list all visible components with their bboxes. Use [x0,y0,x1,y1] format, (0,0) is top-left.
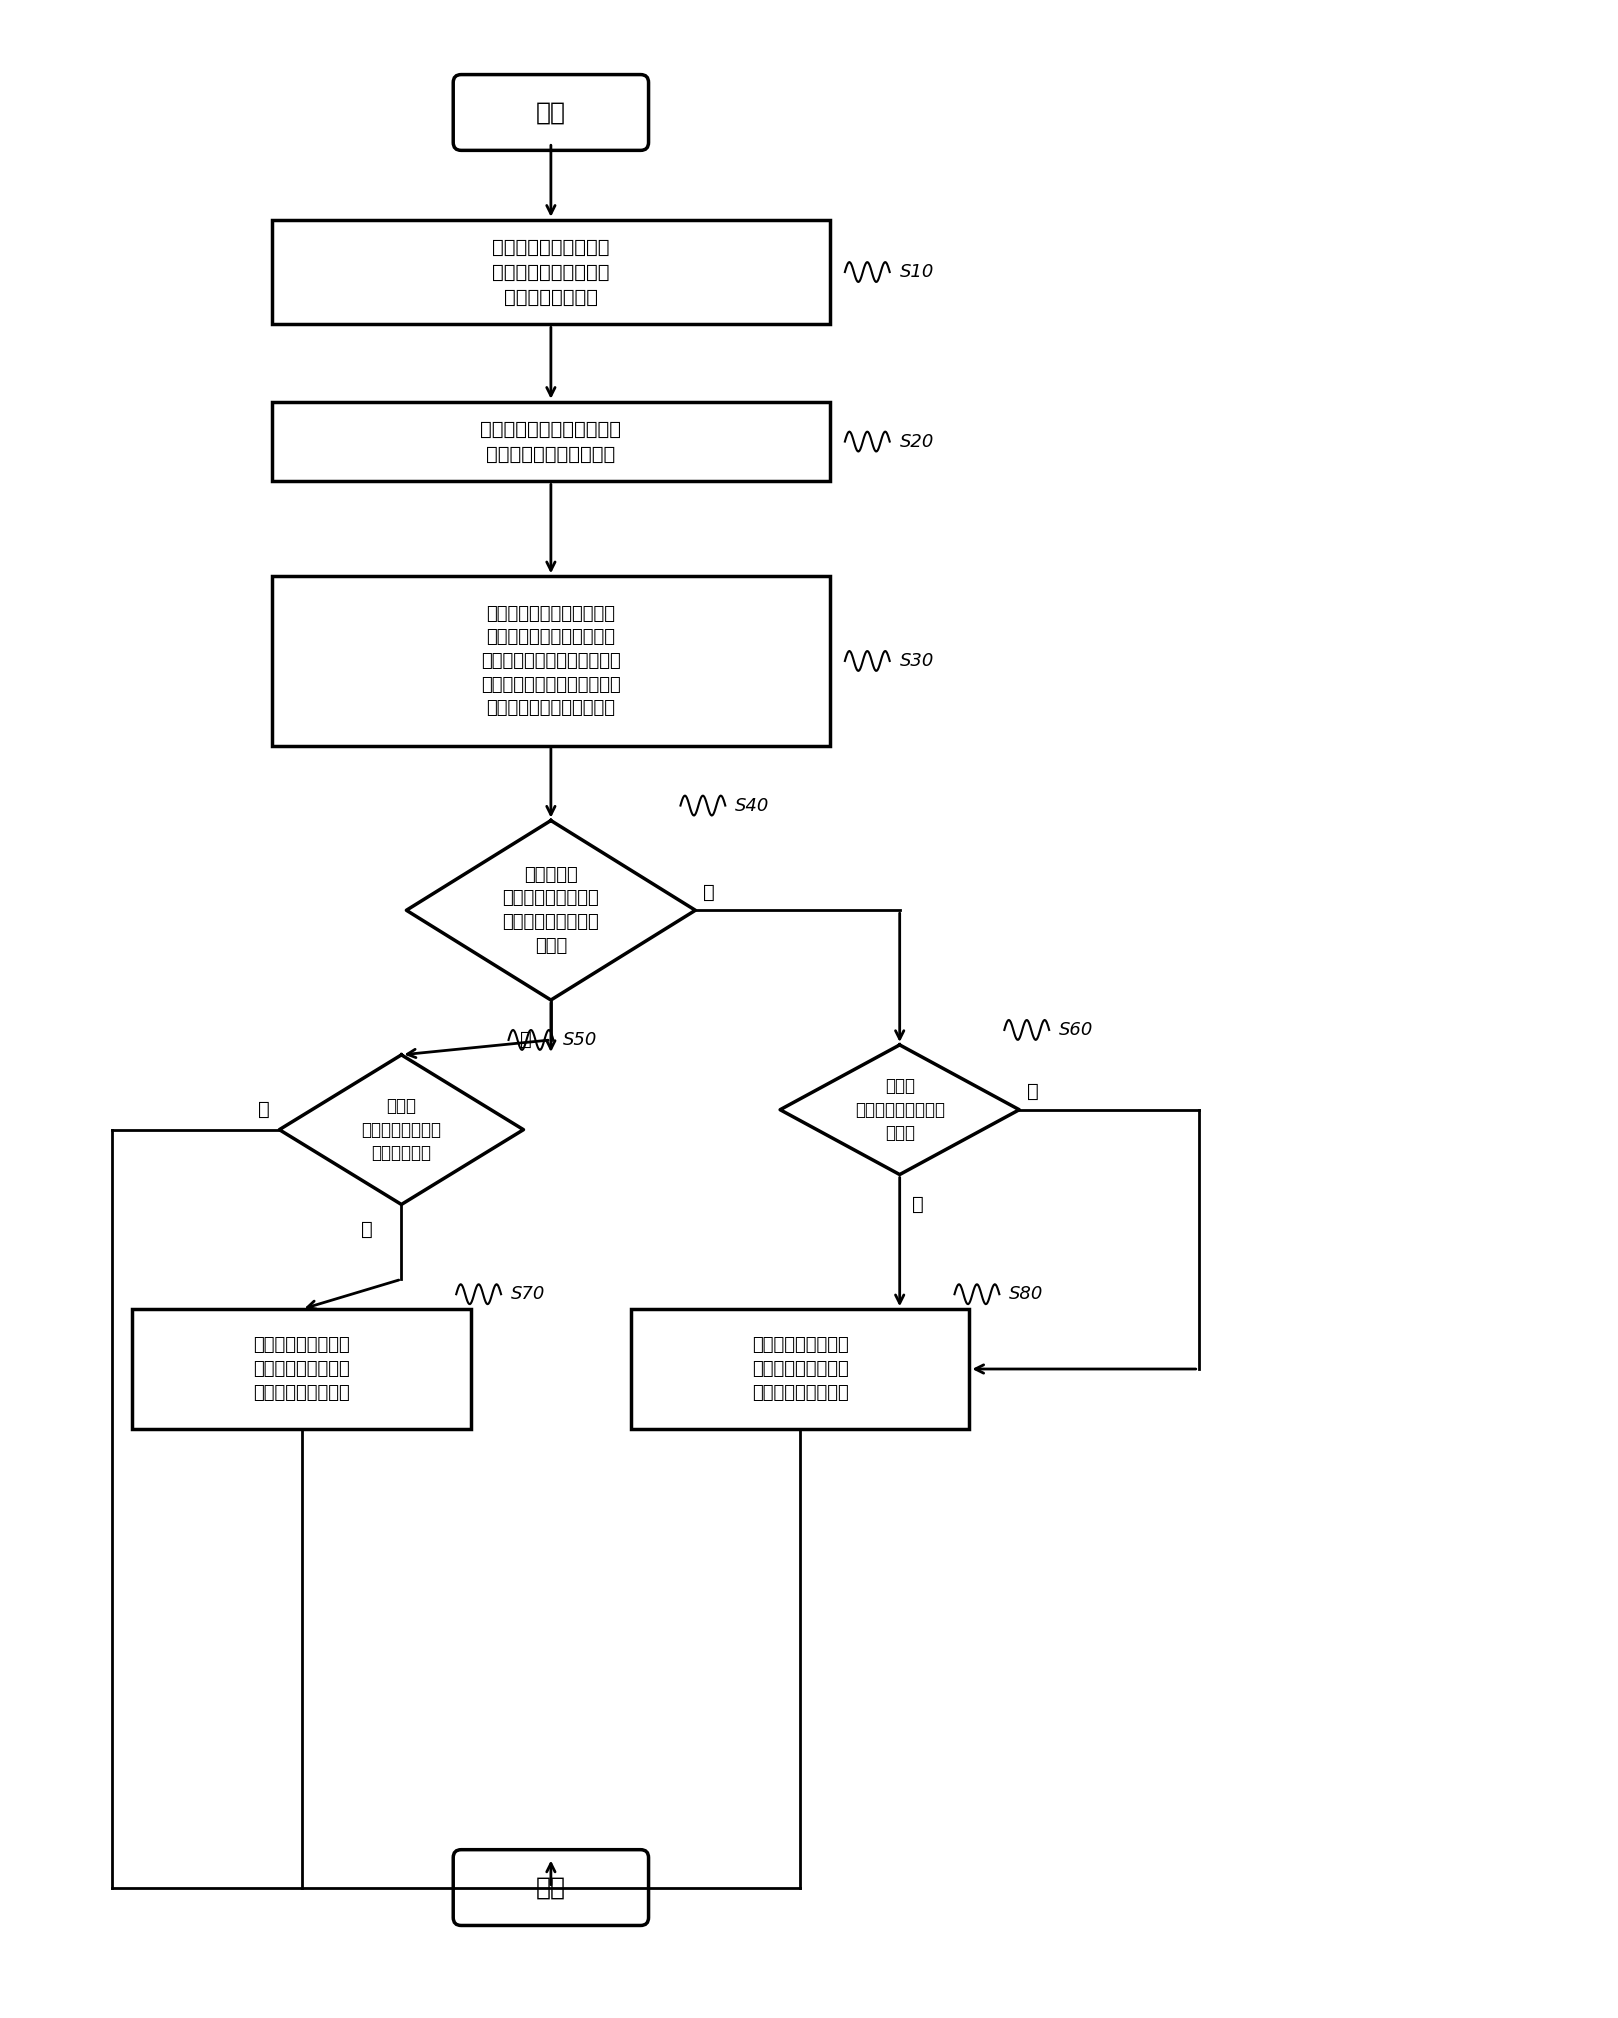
Polygon shape [280,1055,524,1205]
Text: 向该功能模块传送一
功能激活指令，同时
更改该功能状态旗标: 向该功能模块传送一 功能激活指令，同时 更改该功能状态旗标 [254,1336,349,1403]
Text: S10: S10 [900,262,934,281]
Text: 是: 是 [519,1031,532,1049]
Text: S30: S30 [900,652,934,670]
Text: 是: 是 [911,1195,924,1215]
Text: 判断所检测
的各功能模块的状态
是否是所需的功能模
块状态: 判断所检测 的各功能模块的状态 是否是所需的功能模 块状态 [503,866,599,955]
Text: 否: 否 [361,1221,372,1239]
Text: 是: 是 [257,1100,269,1120]
Text: S50: S50 [563,1031,597,1049]
Text: 开始: 开始 [536,101,566,125]
Text: 否: 否 [1027,1082,1039,1102]
Bar [133,1310,471,1429]
Bar [272,577,830,747]
Text: 再判断
所需的功能模块是否
未执行: 再判断 所需的功能模块是否 未执行 [854,1078,945,1142]
Text: 结束: 结束 [536,1875,566,1899]
Text: S80: S80 [1010,1285,1044,1304]
Bar [272,220,830,325]
Bar [631,1310,969,1429]
Text: 在一基本输入输出系统自我
开机检测的同时，向该功能
状态旗标发出该功能状态指令
的信号，检测各功能模块目前
处于执行中或未执行的状态: 在一基本输入输出系统自我 开机检测的同时，向该功能 状态旗标发出该功能状态指令 … [481,605,621,716]
Polygon shape [780,1045,1019,1174]
FancyBboxPatch shape [453,1851,649,1925]
Text: 否: 否 [704,882,715,902]
FancyBboxPatch shape [453,75,649,151]
Text: S70: S70 [511,1285,545,1304]
Bar [272,402,830,482]
Text: S20: S20 [900,432,934,450]
Text: 各功能予以模块化，并
在各模块化的功能中均
设一功能状态旗标: 各功能予以模块化，并 在各模块化的功能中均 设一功能状态旗标 [492,238,610,307]
Text: S40: S40 [735,797,770,815]
Text: 再判断
所需的功能模块是
否是在执行中: 再判断 所需的功能模块是 否是在执行中 [361,1098,442,1162]
Text: 向该功能模块传送一
功能禁止模块，同时
更改该功能状态旗标: 向该功能模块传送一 功能禁止模块，同时 更改该功能状态旗标 [752,1336,848,1403]
Text: 建立一功能禁止指令、功能
激活指令及功能状态指令: 建立一功能禁止指令、功能 激活指令及功能状态指令 [481,420,621,464]
Text: S60: S60 [1060,1021,1094,1039]
Polygon shape [406,821,696,1001]
